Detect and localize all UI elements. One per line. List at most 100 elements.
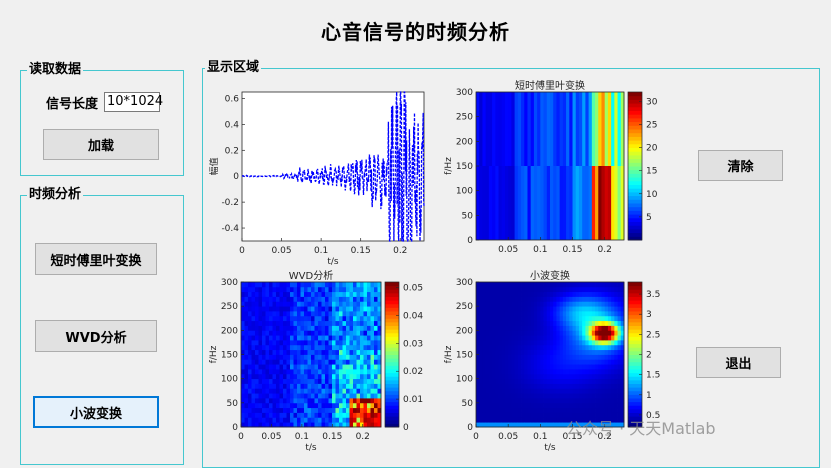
clear-button[interactable]: 清除 [698, 150, 783, 181]
spectrogram-cell [540, 92, 545, 166]
wavelet-cell [562, 398, 567, 404]
x-tick-label: 0.15 [322, 432, 342, 442]
wavelet-cell [514, 373, 519, 380]
wavelet-cell [607, 388, 612, 394]
wvd-cell [251, 301, 256, 307]
wavelet-cell [495, 320, 499, 326]
wvd-cell [370, 398, 375, 404]
wvd-cell [353, 296, 357, 302]
wvd-cell [346, 335, 350, 341]
colorbar-segment [628, 92, 642, 97]
wvd-cell [325, 359, 329, 365]
wvd-cell [286, 335, 291, 341]
wavelet-cell [607, 412, 612, 418]
wavelet-cell [540, 344, 544, 351]
wavelet-cell [595, 344, 599, 351]
wvd-cell [377, 291, 382, 297]
wvd-cell [279, 286, 284, 293]
wavelet-cell [598, 388, 602, 394]
colorbar-segment [385, 412, 399, 417]
wvd-cell [356, 412, 361, 418]
wvd-cell [293, 296, 298, 302]
wvd-cell [367, 369, 371, 375]
wavelet-cell [476, 378, 480, 384]
wvd-cell [339, 388, 343, 394]
wavelet-cell [569, 398, 573, 404]
wvd-cell [339, 373, 343, 380]
wvd-cell [311, 311, 315, 317]
wvd-cell [286, 354, 291, 360]
wavelet-cell [537, 349, 541, 355]
wavelet-cell [607, 335, 612, 341]
wvd-cell [248, 402, 252, 409]
wavelet-cell [476, 407, 480, 413]
wvd-cell [360, 286, 364, 293]
colorbar-segment [385, 390, 399, 395]
wvd-button[interactable]: WVD分析 [35, 320, 157, 352]
wavelet-cell [566, 296, 570, 302]
wvd-cell [332, 354, 336, 360]
wvd-cell [353, 320, 357, 326]
wvd-cell [248, 340, 252, 346]
wvd-cell [269, 393, 273, 399]
wavelet-cell [585, 407, 590, 413]
wavelet-cell [485, 306, 490, 312]
wavelet-cell [521, 398, 525, 404]
wvd-cell [262, 330, 266, 336]
wavelet-cell [517, 402, 522, 409]
spectrogram-cell [511, 166, 516, 240]
colorbar-segment [385, 379, 399, 384]
wavelet-cell [591, 335, 596, 341]
wvd-cell [244, 315, 249, 322]
wavelet-cell [620, 369, 625, 375]
wavelet-cell [575, 364, 580, 370]
spectrogram-cell [553, 166, 557, 240]
wavelet-cell [508, 388, 512, 394]
wavelet-cell [540, 388, 544, 394]
wvd-cell [241, 373, 245, 380]
wavelet-cell [585, 378, 590, 384]
wvd-cell [321, 417, 326, 423]
exit-button[interactable]: 退出 [696, 347, 781, 378]
wavelet-cell [566, 388, 570, 394]
wavelet-button[interactable]: 小波变换 [33, 396, 159, 428]
wvd-cell [353, 282, 357, 288]
wvd-cell [335, 311, 340, 317]
wavelet-cell [588, 311, 593, 317]
wvd-cell [248, 311, 252, 317]
spectrogram-cell [485, 92, 490, 166]
wvd-cell [356, 311, 361, 317]
wvd-cell [297, 315, 301, 322]
load-button[interactable]: 加载 [43, 129, 159, 160]
wvd-cell [325, 373, 329, 380]
wvd-cell [304, 344, 308, 351]
wvd-cell [276, 286, 280, 293]
wvd-cell [314, 369, 319, 375]
wvd-cell [293, 354, 298, 360]
wvd-cell [335, 320, 340, 326]
wavelet-cell [601, 364, 606, 370]
wavelet-cell [527, 364, 532, 370]
wavelet-cell [601, 344, 606, 351]
wavelet-cell [476, 354, 480, 360]
signal-length-input[interactable]: 10*1024 [104, 92, 163, 112]
wvd-cell [314, 373, 319, 380]
colorbar-segment [385, 408, 399, 413]
wvd-cell [377, 330, 382, 336]
wavelet-cell [595, 378, 599, 384]
wavelet-cell [501, 354, 506, 360]
wvd-cell [349, 325, 354, 331]
stft-button[interactable]: 短时傅里叶变换 [35, 243, 157, 275]
wavelet-cell [492, 349, 496, 355]
wvd-cell [300, 286, 305, 293]
wvd-cell [293, 335, 298, 341]
wavelet-cell [588, 378, 593, 384]
wavelet-cell [591, 330, 596, 336]
wvd-cell [314, 282, 319, 288]
wvd-cell [367, 301, 371, 307]
wavelet-cell [517, 388, 522, 394]
wavelet-cell [543, 398, 548, 404]
wavelet-cell [517, 378, 522, 384]
spectrogram-cell [620, 92, 625, 166]
wvd-cell [265, 330, 270, 336]
